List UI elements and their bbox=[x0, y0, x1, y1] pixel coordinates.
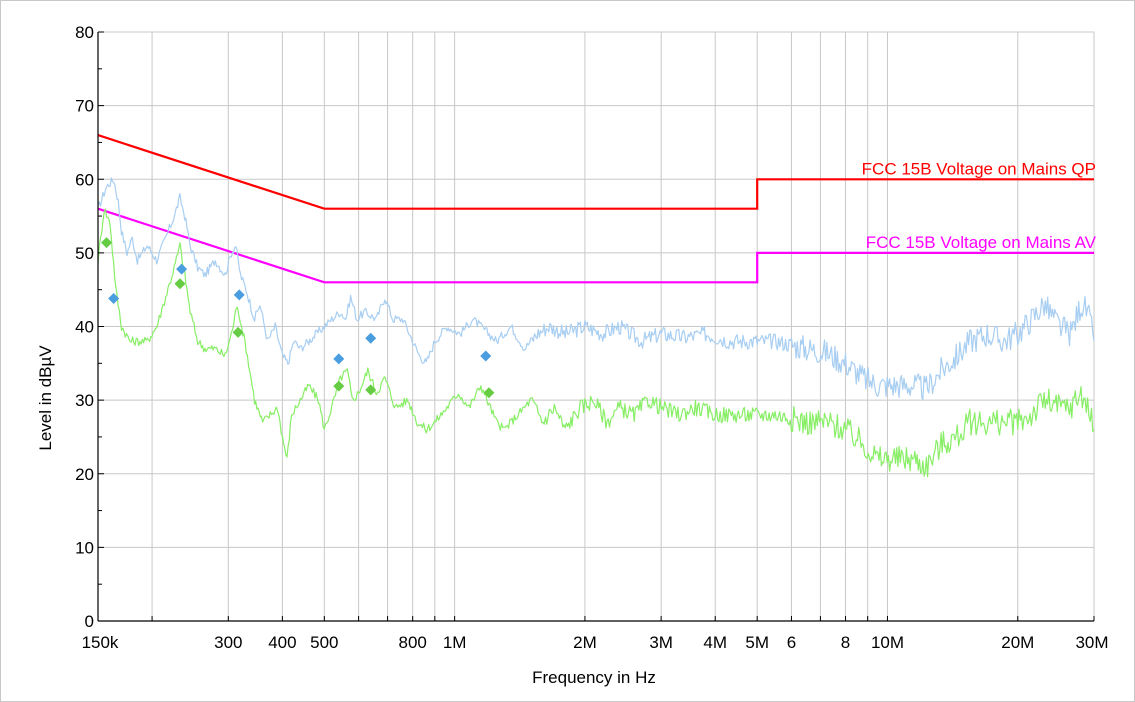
x-tick-label: 8 bbox=[841, 633, 850, 652]
x-tick-label: 1M bbox=[443, 633, 467, 652]
y-axis-title: Level in dBµV bbox=[36, 345, 55, 451]
measurement-marker bbox=[233, 289, 245, 301]
x-tick-label: 6 bbox=[787, 633, 796, 652]
measurement-marker bbox=[101, 237, 113, 249]
x-tick-label: 500 bbox=[310, 633, 338, 652]
y-tick-label: 60 bbox=[75, 170, 94, 189]
measurement-marker bbox=[333, 353, 345, 365]
x-tick-label: 10M bbox=[871, 633, 904, 652]
measurement-marker bbox=[176, 263, 188, 275]
measurement-marker bbox=[108, 293, 120, 305]
x-tick-label: 2M bbox=[573, 633, 597, 652]
x-tick-label: 300 bbox=[214, 633, 242, 652]
x-tick-label: 3M bbox=[649, 633, 673, 652]
limit-lines: FCC 15B Voltage on Mains QP FCC 15B Volta… bbox=[97, 134, 1097, 284]
y-tick-label: 0 bbox=[85, 612, 94, 631]
y-tick-label: 70 bbox=[75, 97, 94, 116]
y-tick-label: 30 bbox=[75, 391, 94, 410]
y-tick-label: 10 bbox=[75, 538, 94, 557]
measurement-trace-2 bbox=[97, 208, 1095, 478]
x-tick-label: 400 bbox=[268, 633, 296, 652]
grid bbox=[98, 31, 1095, 622]
x-tick-label: 30M bbox=[1075, 633, 1108, 652]
limit-line-av bbox=[97, 207, 1094, 284]
x-tick-label: 800 bbox=[398, 633, 426, 652]
measurement-marker bbox=[365, 332, 377, 344]
limit-label-av: FCC 15B Voltage on Mains AV bbox=[866, 233, 1097, 252]
x-tick-label: 20M bbox=[1001, 633, 1034, 652]
y-tick-label: 20 bbox=[75, 465, 94, 484]
x-axis-title: Frequency in Hz bbox=[532, 668, 656, 687]
y-tick-label: 50 bbox=[75, 244, 94, 263]
x-tick-label: 5M bbox=[745, 633, 769, 652]
measurement-marker bbox=[333, 380, 345, 392]
x-tick-label: 4M bbox=[703, 633, 727, 652]
limit-label-qp: FCC 15B Voltage on Mains QP bbox=[862, 159, 1096, 178]
measurement-marker bbox=[365, 384, 377, 396]
measurement-marker bbox=[483, 387, 495, 399]
axes bbox=[97, 31, 1095, 622]
y-tick-label: 40 bbox=[75, 318, 94, 337]
y-tick-label: 80 bbox=[75, 23, 94, 42]
measurement-trace-1 bbox=[97, 177, 1095, 400]
x-tick-label: 150k bbox=[82, 633, 119, 652]
limit-line-qp bbox=[97, 134, 1094, 210]
tick-labels: 0 10 20 30 40 50 60 70 80 150k 300 400 500 800 1M 2M 3M 4… bbox=[75, 23, 1108, 652]
measurement-series bbox=[97, 177, 1095, 478]
measurement-marker bbox=[174, 278, 186, 290]
measurement-marker bbox=[232, 326, 244, 338]
measurement-markers bbox=[101, 237, 495, 399]
measurement-marker bbox=[480, 350, 492, 362]
